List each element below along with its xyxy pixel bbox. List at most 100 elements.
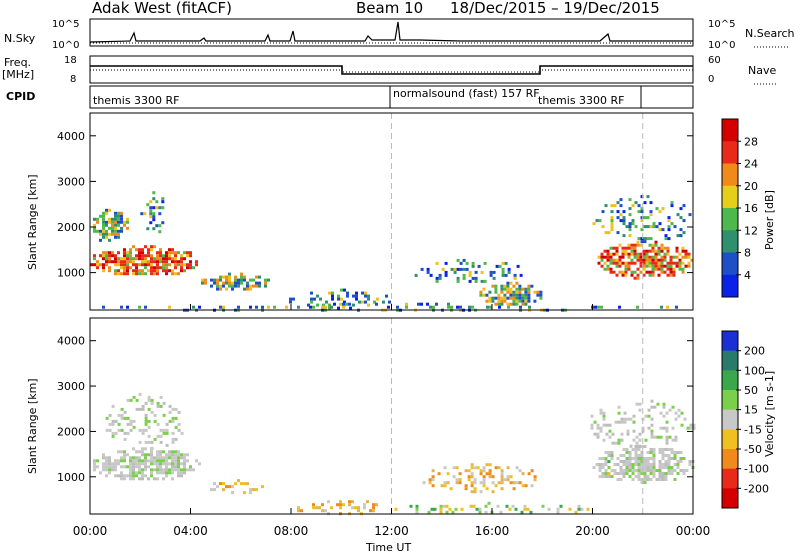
velocity-pixel bbox=[168, 468, 171, 472]
power-pixel bbox=[621, 255, 625, 259]
velocity-pixel bbox=[111, 404, 115, 408]
velocity-pixel bbox=[132, 425, 136, 429]
power-pixel bbox=[600, 255, 604, 259]
velocity-colorbar-swatch bbox=[722, 409, 738, 430]
power-ylabel: Slant Range [km] bbox=[26, 174, 39, 270]
power-pixel bbox=[240, 275, 243, 279]
velocity-pixel bbox=[141, 477, 144, 481]
power-pixel bbox=[342, 302, 345, 306]
freq-tick-bottom-left: 8 bbox=[70, 74, 76, 85]
power-pixel bbox=[149, 200, 153, 204]
power-pixel bbox=[624, 261, 628, 265]
power-pixel bbox=[216, 284, 219, 288]
velocity-pixel bbox=[635, 402, 639, 406]
velocity-pixel bbox=[213, 482, 216, 486]
power-pixel bbox=[651, 261, 655, 265]
power-pixel bbox=[150, 260, 153, 264]
power-pixel bbox=[123, 272, 126, 276]
power-pixel bbox=[630, 273, 634, 277]
power-pixel bbox=[126, 266, 129, 270]
velocity-pixel bbox=[617, 441, 621, 445]
velocity-pixel bbox=[652, 451, 656, 454]
power-pixel bbox=[675, 249, 679, 253]
power-pixel bbox=[111, 254, 114, 258]
velocity-pixel bbox=[443, 466, 447, 470]
power-pixel bbox=[628, 225, 632, 229]
velocity-pixel bbox=[499, 510, 503, 514]
velocity-pixel bbox=[613, 469, 617, 472]
power-pixel bbox=[669, 273, 673, 277]
velocity-pixel bbox=[141, 471, 144, 475]
power-pixel bbox=[509, 287, 513, 291]
velocity-pixel bbox=[117, 459, 120, 463]
velocity-pixel bbox=[464, 469, 468, 473]
power-pixel bbox=[186, 251, 189, 255]
velocity-pixel bbox=[467, 478, 471, 482]
velocity-pixel bbox=[634, 469, 638, 472]
power-pixel bbox=[152, 215, 156, 219]
power-pixel bbox=[646, 237, 650, 241]
velocity-pixel bbox=[637, 454, 641, 457]
power-pixel bbox=[114, 229, 117, 233]
power-pixel bbox=[161, 206, 165, 210]
velocity-pixel bbox=[625, 451, 629, 454]
power-pixel bbox=[682, 231, 686, 235]
velocity-pixel bbox=[610, 475, 614, 478]
power-pixel bbox=[117, 211, 120, 215]
power-pixel bbox=[489, 305, 492, 309]
velocity-pixel bbox=[156, 465, 159, 469]
power-pixel bbox=[494, 287, 498, 291]
velocity-pixel bbox=[123, 459, 126, 463]
power-pixel bbox=[681, 267, 685, 271]
velocity-pixel bbox=[638, 402, 642, 406]
velocity-pixel bbox=[147, 465, 150, 469]
power-pixel bbox=[345, 302, 348, 306]
velocity-pixel bbox=[431, 475, 435, 479]
velocity-pixel bbox=[123, 410, 127, 414]
power-pixel bbox=[141, 257, 144, 261]
power-pixel bbox=[174, 272, 177, 276]
velocity-pixel bbox=[129, 465, 132, 469]
velocity-pixel bbox=[159, 462, 162, 466]
velocity-pixel bbox=[117, 450, 120, 454]
power-pixel bbox=[639, 243, 643, 247]
time-tick-label: 04:00 bbox=[173, 524, 208, 538]
power-pixel bbox=[261, 305, 264, 309]
velocity-pixel bbox=[138, 407, 142, 411]
power-pixel bbox=[331, 297, 334, 301]
power-pixel bbox=[483, 261, 487, 265]
power-pixel bbox=[503, 287, 507, 291]
power-pixel bbox=[156, 257, 159, 261]
power-pixel bbox=[642, 252, 646, 256]
power-pixel bbox=[93, 257, 96, 261]
power-pixel bbox=[672, 255, 676, 259]
power-pixel bbox=[117, 214, 120, 218]
velocity-pixel bbox=[632, 414, 636, 418]
velocity-pixel bbox=[177, 422, 181, 426]
power-pixel bbox=[105, 251, 108, 255]
velocity-pixel bbox=[165, 422, 169, 426]
power-pixel bbox=[385, 294, 388, 298]
velocity-pixel bbox=[141, 459, 144, 463]
velocity-pixel bbox=[674, 417, 678, 421]
power-pixel bbox=[491, 299, 495, 303]
velocity-pixel bbox=[144, 416, 148, 420]
power-pixel bbox=[447, 305, 450, 309]
velocity-pixel bbox=[652, 475, 656, 478]
power-pixel bbox=[102, 226, 105, 230]
power-pixel bbox=[495, 264, 499, 268]
power-pixel bbox=[158, 206, 162, 210]
velocity-colorbar-tick-label: 15 bbox=[744, 404, 758, 417]
power-pixel bbox=[630, 246, 634, 250]
velocity-pixel bbox=[500, 487, 504, 491]
power-pixel bbox=[637, 237, 641, 241]
power-data-layer bbox=[90, 191, 694, 312]
velocity-pixel bbox=[177, 471, 180, 475]
velocity-pixel bbox=[640, 478, 644, 481]
velocity-pixel bbox=[108, 468, 111, 472]
power-pixel bbox=[201, 278, 204, 282]
power-pixel bbox=[666, 261, 670, 265]
power-pixel bbox=[609, 261, 613, 265]
power-pixel bbox=[479, 290, 483, 294]
